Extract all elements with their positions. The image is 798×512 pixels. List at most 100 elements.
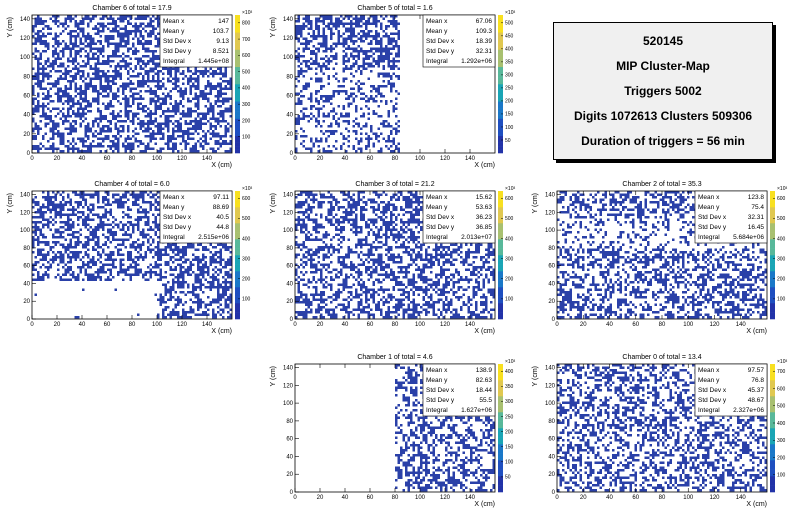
x-tick-label: 40 xyxy=(342,322,349,328)
palette-step xyxy=(498,39,503,43)
palette-tick-label: 200 xyxy=(505,429,514,435)
palette-tick-label: 200 xyxy=(505,277,514,283)
heatmap-cells xyxy=(295,15,400,153)
palette-step xyxy=(235,219,240,224)
x-tick-label: 0 xyxy=(293,156,297,162)
palette-step xyxy=(770,482,775,486)
palette-step xyxy=(498,32,503,36)
palette-step xyxy=(498,15,503,19)
palette-step xyxy=(498,437,503,442)
palette-step xyxy=(498,424,503,429)
stat-label: Mean x xyxy=(163,194,185,201)
y-tick-label: 0 xyxy=(552,490,556,496)
triggers-count: Triggers 5002 xyxy=(624,83,702,98)
stat-value: 97.57 xyxy=(748,367,765,374)
palette-step xyxy=(498,229,503,233)
x-tick-label: 20 xyxy=(580,322,587,328)
palette-step xyxy=(498,255,503,259)
palette-step xyxy=(770,312,775,317)
palette-step xyxy=(770,264,775,269)
palette-step xyxy=(235,251,240,256)
y-tick-label: 20 xyxy=(23,299,30,305)
y-tick-label: 0 xyxy=(290,151,294,157)
palette-step xyxy=(770,434,775,438)
palette-exponent: ×10³ xyxy=(242,10,252,16)
palette-step xyxy=(498,283,503,288)
x-tick-label: 0 xyxy=(293,322,297,328)
palette-step xyxy=(235,56,240,61)
palette-step xyxy=(770,463,775,467)
palette-step xyxy=(235,274,240,278)
palette-step xyxy=(235,28,240,33)
y-tick-label: 100 xyxy=(283,401,294,407)
palette-step xyxy=(235,15,240,19)
chamber-panel: Chamber 3 of total = 21.2 0 20 40 60 80 100 120… xyxy=(270,181,515,335)
x-tick-label: 100 xyxy=(415,322,426,328)
x-tick-label: 120 xyxy=(177,156,188,162)
heatmap-hits xyxy=(32,191,232,319)
palette-step xyxy=(235,97,240,102)
palette-step xyxy=(235,235,240,240)
palette-step xyxy=(235,63,240,68)
map-title: MIP Cluster-Map xyxy=(616,59,710,74)
palette-tick-label: 300 xyxy=(505,73,514,79)
trigger-duration: Duration of triggers = 56 min xyxy=(581,133,745,148)
stats-box: Mean x 67.06 Mean y 109.3 Std Dev x 18.39 Std … xyxy=(422,14,496,68)
palette-step xyxy=(235,191,240,195)
palette-tick-label: 500 xyxy=(242,69,251,75)
stat-value: 48.67 xyxy=(748,397,765,404)
palette-step xyxy=(498,111,503,116)
y-tick-label: 60 xyxy=(286,264,293,270)
palette-step xyxy=(235,32,240,36)
palette-step xyxy=(770,412,775,416)
palette-step xyxy=(498,277,503,281)
chamber-panel: Chamber 0 of total = 13.4 0 20 40 60 80 100 120… xyxy=(532,354,787,508)
palette-step xyxy=(498,219,503,224)
palette-step xyxy=(235,200,240,205)
palette-tick-label: 600 xyxy=(505,196,514,202)
palette-exponent: ×10³ xyxy=(777,186,787,192)
palette-step xyxy=(235,232,240,237)
palette-step xyxy=(498,132,503,137)
palette-step xyxy=(770,235,775,240)
y-tick-label: 140 xyxy=(283,193,294,199)
palette-step xyxy=(498,80,503,85)
stat-label: Std Dev y xyxy=(426,397,455,404)
x-tick-label: 100 xyxy=(415,495,426,501)
y-tick-label: 40 xyxy=(548,454,555,460)
palette-step xyxy=(770,194,775,198)
palette-step xyxy=(235,267,240,272)
stat-value: 75.4 xyxy=(751,204,764,211)
stat-label: Mean y xyxy=(163,28,185,35)
palette-step xyxy=(498,315,503,320)
x-tick-label: 140 xyxy=(465,495,476,501)
color-palette: 50 100 150 200 250 300 350 400 450 500 ×10³ xyxy=(498,10,515,154)
palette-tick-label: 300 xyxy=(777,438,786,444)
stat-value: 5.684e+06 xyxy=(733,234,764,241)
palette-exponent: ×10³ xyxy=(242,186,252,192)
palette-step xyxy=(235,139,240,143)
palette-step xyxy=(498,28,503,33)
color-palette: 100 200 300 400 500 600 ×10³ xyxy=(498,186,515,320)
chamber-panel: Chamber 6 of total = 17.9 0 20 40 60 80 100 120… xyxy=(7,5,252,169)
y-tick-label: 80 xyxy=(286,74,293,80)
stat-value: 16.45 xyxy=(748,224,765,231)
stats-box-frame xyxy=(159,14,233,68)
heatmap-cells xyxy=(32,191,232,319)
palette-step xyxy=(770,315,775,320)
palette-step xyxy=(498,149,503,154)
stat-value: 138.9 xyxy=(476,367,493,374)
palette-step xyxy=(770,242,775,246)
y-tick-label: 60 xyxy=(548,437,555,443)
palette-step xyxy=(498,418,503,422)
palette-step xyxy=(498,194,503,198)
x-tick-label: 80 xyxy=(392,495,399,501)
color-palette: 100 200 300 400 500 600 700 800 ×10³ xyxy=(235,10,252,154)
stat-value: 15.62 xyxy=(476,194,493,201)
stat-label: Std Dev y xyxy=(698,224,727,231)
y-tick-label: 0 xyxy=(552,317,556,323)
palette-tick-label: 600 xyxy=(777,386,786,392)
palette-step xyxy=(235,101,240,105)
palette-tick-label: 300 xyxy=(242,256,251,262)
palette-step xyxy=(498,373,503,378)
